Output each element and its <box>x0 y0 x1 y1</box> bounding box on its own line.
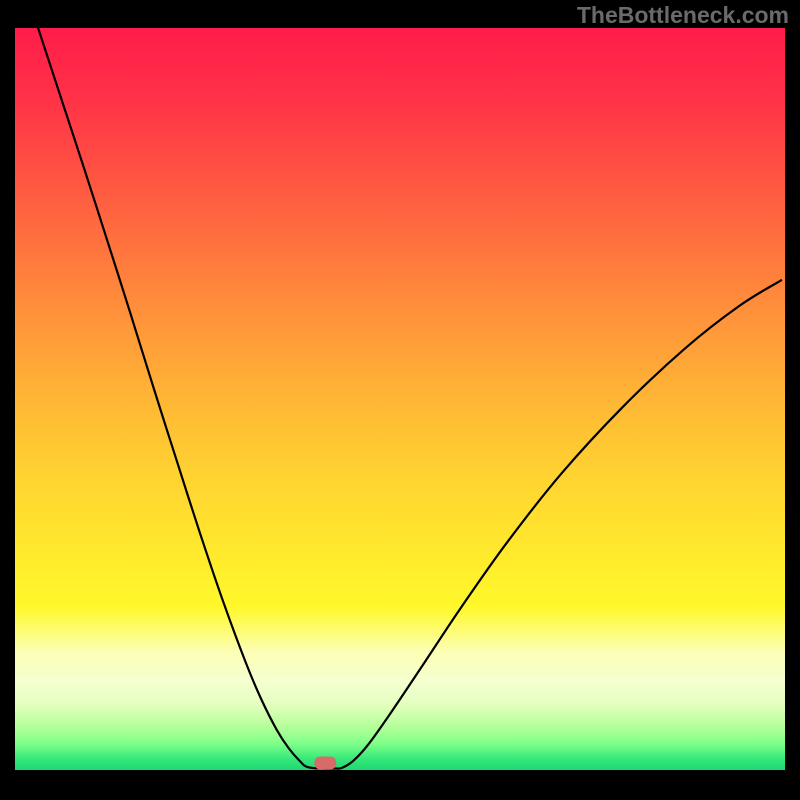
chart-container: TheBottleneck.com <box>0 0 800 800</box>
plot-area <box>15 28 785 770</box>
optimum-marker <box>314 756 336 769</box>
bottleneck-chart: TheBottleneck.com <box>0 0 800 800</box>
watermark-text: TheBottleneck.com <box>577 2 789 28</box>
